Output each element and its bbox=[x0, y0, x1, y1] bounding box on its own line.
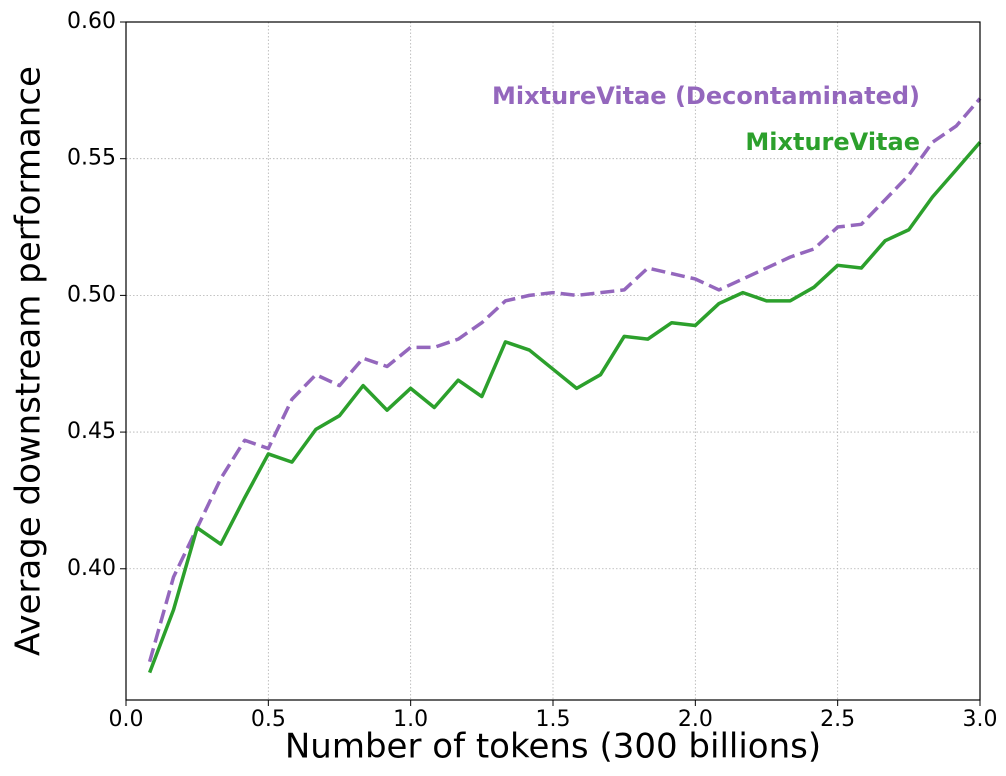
y-tick-label: 0.40 bbox=[67, 556, 116, 581]
series-line bbox=[147, 97, 982, 663]
x-tick-label: 1.0 bbox=[393, 707, 428, 732]
x-tick-label: 1.5 bbox=[536, 707, 571, 732]
x-tick-label: 3.0 bbox=[963, 707, 998, 732]
x-tick-label: 0.0 bbox=[109, 707, 144, 732]
x-tick-label: 0.5 bbox=[251, 707, 286, 732]
legend-label: MixtureVitae bbox=[745, 128, 920, 156]
x-tick-label: 2.0 bbox=[678, 707, 713, 732]
x-tick-label: 2.5 bbox=[820, 707, 855, 732]
x-axis-label: Number of tokens (300 billions) bbox=[285, 727, 821, 767]
y-tick-label: 0.50 bbox=[67, 282, 116, 307]
grid bbox=[125, 21, 981, 700]
lines bbox=[147, 97, 982, 674]
y-tick-label: 0.55 bbox=[67, 146, 116, 171]
y-tick-label: 0.45 bbox=[67, 419, 116, 444]
y-tick-label: 0.60 bbox=[67, 9, 116, 34]
legend-label: MixtureVitae (Decontaminated) bbox=[492, 82, 920, 110]
y-axis-label: Average downstream performance bbox=[9, 66, 49, 656]
series-line bbox=[147, 141, 982, 674]
